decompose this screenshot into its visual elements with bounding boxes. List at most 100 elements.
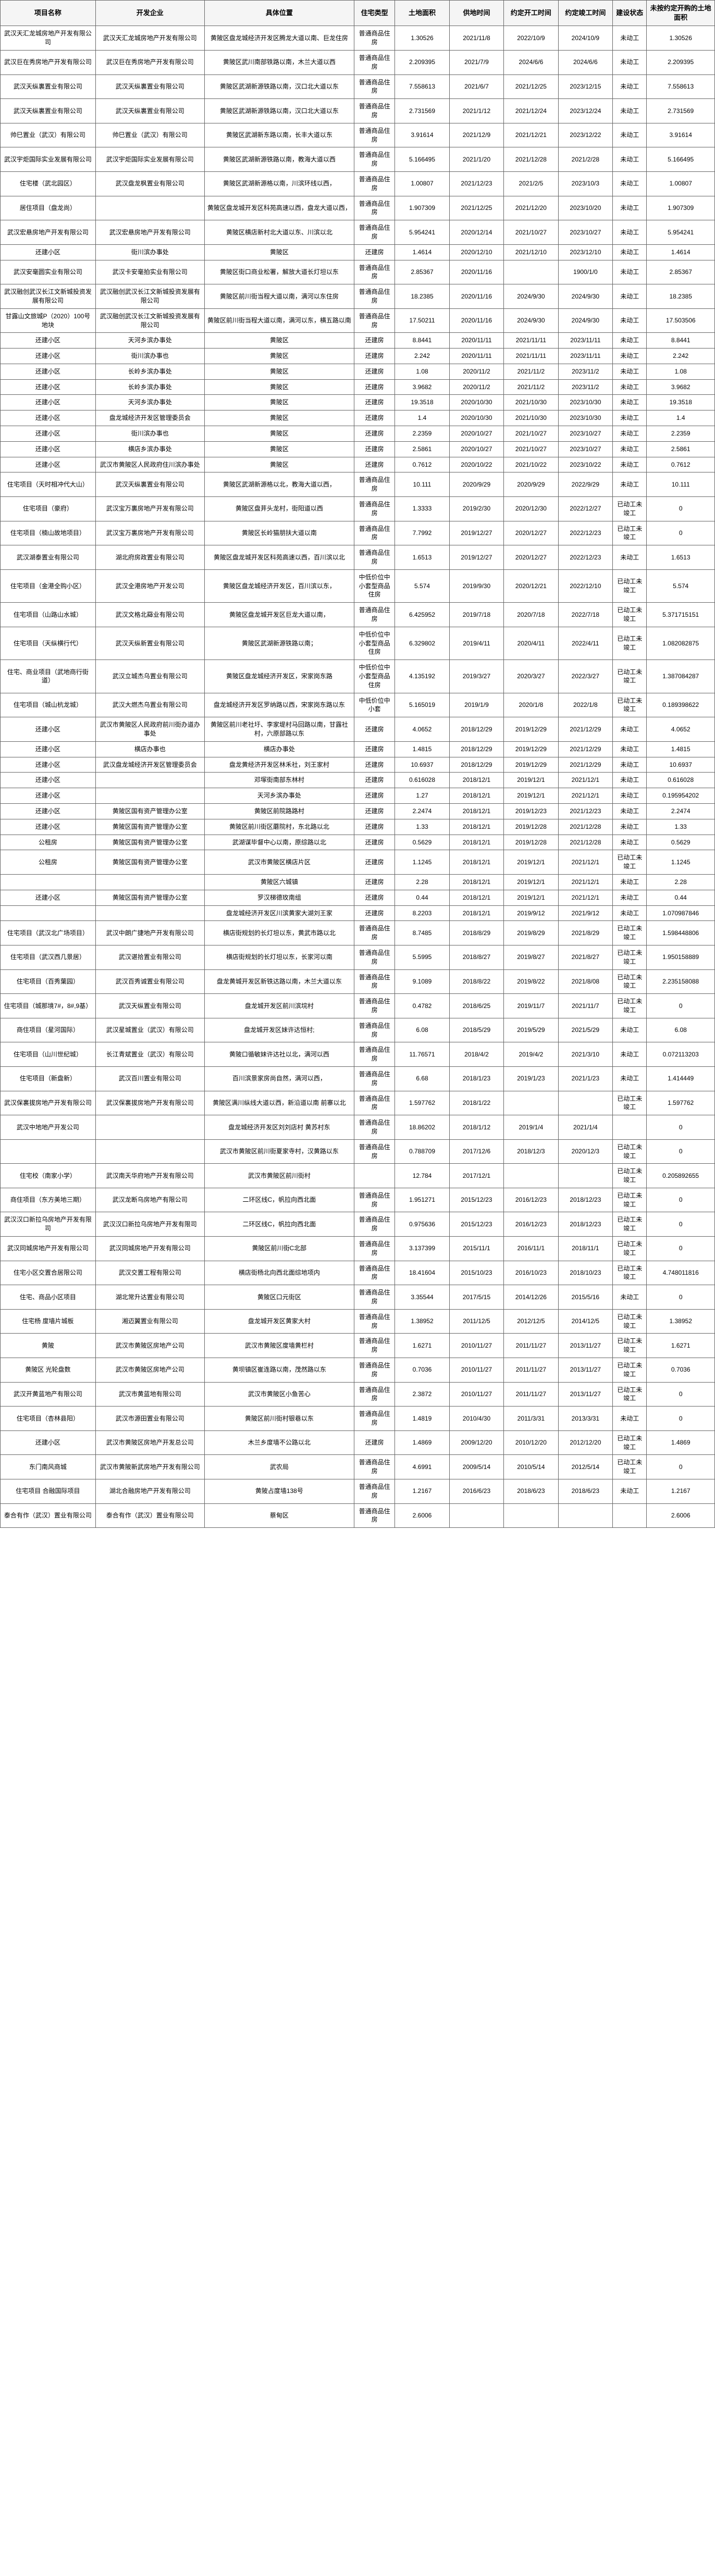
table-row: 武汉同城房地产开发有限公司武汉同城房地产开发有限公司黄陂区前川街C北部普通商品住… bbox=[1, 1237, 715, 1261]
table-cell: 还建房 bbox=[354, 244, 395, 260]
table-cell: 已动工未竣工 bbox=[613, 850, 647, 875]
table-cell: 2018/12/1 bbox=[449, 850, 503, 875]
table-cell: 未动工 bbox=[613, 196, 647, 220]
table-cell: 武汉宇炬国际实业发展有限公司 bbox=[1, 147, 96, 172]
table-cell: 5.166495 bbox=[395, 147, 449, 172]
table-cell: 0 bbox=[647, 1115, 715, 1140]
table-cell: 2020/10/27 bbox=[449, 426, 503, 442]
table-cell: 2019/11/7 bbox=[504, 994, 558, 1018]
table-cell: 2020/12/10 bbox=[449, 244, 503, 260]
table-cell: 2011/12/5 bbox=[449, 1309, 503, 1334]
table-cell: 普通商品住房 bbox=[354, 1115, 395, 1140]
table-row: 还建小区长岭乡滨办事处黄陂区还建房1.082020/11/22021/11/22… bbox=[1, 364, 715, 379]
table-row: 还建小区武汉盘龙城经济开发区管理委员会盘龙黄经济开发区林禾社，刘王家村还建房10… bbox=[1, 757, 715, 773]
table-cell: 2010/4/30 bbox=[449, 1407, 503, 1431]
table-cell: 0 bbox=[647, 1188, 715, 1212]
table-cell: 黄陂区前川街C北部 bbox=[204, 1237, 354, 1261]
table-cell: 1.907309 bbox=[395, 196, 449, 220]
table-cell: 帅巳置业（武汉）有限公司 bbox=[1, 123, 96, 147]
table-cell: 2021/11/2 bbox=[504, 379, 558, 395]
table-cell: 5.371715151 bbox=[647, 603, 715, 627]
col-remaining-area: 未按约定开购的土地面积 bbox=[647, 1, 715, 26]
table-cell: 未动工 bbox=[613, 220, 647, 245]
table-cell: 未动工 bbox=[613, 284, 647, 309]
table-cell: 2010/11/27 bbox=[449, 1358, 503, 1383]
table-cell: 2021/7/9 bbox=[449, 50, 503, 74]
table-cell: 10.6937 bbox=[395, 757, 449, 773]
table-cell: 已动工未竣工 bbox=[613, 1091, 647, 1115]
table-cell: 2021/8/27 bbox=[558, 945, 612, 969]
table-cell: 武汉大燃杰乌置业有限公司 bbox=[95, 693, 204, 717]
table-cell: 百川滨景家房尚自然，满河以西， bbox=[204, 1066, 354, 1091]
table-cell: 1.950158889 bbox=[647, 945, 715, 969]
table-cell: 11.76571 bbox=[395, 1042, 449, 1067]
table-cell: 普通商品住房 bbox=[354, 1139, 395, 1164]
table-cell: 未动工 bbox=[613, 457, 647, 472]
table-cell: 2018/12/29 bbox=[449, 757, 503, 773]
table-cell: 2019/1/4 bbox=[504, 1115, 558, 1140]
table-cell: 住宅项目（城山杭龙城） bbox=[1, 693, 96, 717]
table-cell: 2021/8/08 bbox=[558, 969, 612, 994]
table-cell: 0 bbox=[647, 1382, 715, 1407]
land-projects-table: 项目名称 开发企业 具体位置 住宅类型 土地面积 供地时间 约定开工时间 约定竣… bbox=[0, 0, 715, 1528]
table-cell: 黄陂区 bbox=[204, 426, 354, 442]
table-cell: 未动工 bbox=[613, 835, 647, 850]
table-cell: 1.598448806 bbox=[647, 921, 715, 945]
table-row: 黄陂武汉市黄陂区房地产公司武汉市黄陂区度墙黄栏村普通商品住房1.62712010… bbox=[1, 1334, 715, 1358]
table-cell: 2020/9/29 bbox=[504, 472, 558, 497]
table-cell bbox=[95, 773, 204, 788]
table-cell: 盘龙城经济开发区罗纳路以西，宋家岗东路以东 bbox=[204, 693, 354, 717]
table-cell: 黄陂区 bbox=[204, 410, 354, 426]
table-cell: 2019/1/23 bbox=[504, 1066, 558, 1091]
table-cell: 2019/3/27 bbox=[449, 660, 503, 693]
table-cell: 普通商品住房 bbox=[354, 74, 395, 99]
table-cell: 普通商品住房 bbox=[354, 921, 395, 945]
table-cell: 2020/11/2 bbox=[449, 379, 503, 395]
table-cell: 武汉市黄陂区度墙黄栏村 bbox=[204, 1334, 354, 1358]
header-row: 项目名称 开发企业 具体位置 住宅类型 土地面积 供地时间 约定开工时间 约定竣… bbox=[1, 1, 715, 26]
table-cell: 2019/12/1 bbox=[504, 773, 558, 788]
table-cell: 5.574 bbox=[647, 569, 715, 602]
table-cell: 2024/10/9 bbox=[558, 26, 612, 51]
table-cell: 2021/12/1 bbox=[558, 773, 612, 788]
table-cell: 武汉同城房地产开发有限公司 bbox=[95, 1237, 204, 1261]
table-cell: 1.30526 bbox=[395, 26, 449, 51]
table-cell: 盘龙城开发区前川滨垸村 bbox=[204, 994, 354, 1018]
table-cell: 普通商品住房 bbox=[354, 99, 395, 123]
table-cell bbox=[504, 1164, 558, 1188]
table-cell: 已动工未竣工 bbox=[613, 1309, 647, 1334]
table-cell: 还建房 bbox=[354, 874, 395, 890]
table-cell: 2021/12/29 bbox=[558, 741, 612, 757]
table-cell: 普通商品住房 bbox=[354, 521, 395, 545]
table-cell: 黄陂 bbox=[1, 1334, 96, 1358]
table-cell: 已动工未竣工 bbox=[613, 1212, 647, 1237]
table-row: 还建小区邓塚街南部东林村还建房0.6160282018/12/12019/12/… bbox=[1, 773, 715, 788]
table-cell: 住宅项目（金港全购小区） bbox=[1, 569, 96, 602]
table-cell: 2.28 bbox=[395, 874, 449, 890]
col-housing-type: 住宅类型 bbox=[354, 1, 395, 26]
table-row: 住宅项目（金港全购小区）武汉全港房地产开发公司黄陂区盘龙城经济开发区，百川滨以东… bbox=[1, 569, 715, 602]
table-cell: 2.2359 bbox=[395, 426, 449, 442]
table-row: 住宅项目（天纵横行代）武汉天纵新置业有限公司黄陂区武湖新源铁路以南；中低价位中小… bbox=[1, 627, 715, 659]
table-body: 武汉天汇龙城房地产开发有限公司武汉天汇龙城房地产开发有限公司黄陂区盘龙城经济开发… bbox=[1, 26, 715, 1528]
table-row: 还建小区街川滨办事处黄陂区还建房1.46142020/12/102021/12/… bbox=[1, 244, 715, 260]
table-row: 住宅项目 合融国际项目湖北合融房地产开发有限公司黄陂占度墙138号普通商品住房1… bbox=[1, 1479, 715, 1504]
table-cell: 武汉融创武汉长江文新城投资发展有限公司 bbox=[95, 308, 204, 333]
table-cell: 2020/12/27 bbox=[504, 521, 558, 545]
table-cell: 2.242 bbox=[647, 349, 715, 364]
table-cell: 黄陂区武湖新东路以南，长丰大道以东 bbox=[204, 123, 354, 147]
table-cell: 武汉市黄陂区房地产公司 bbox=[95, 1358, 204, 1383]
table-cell: 黄陂区盘龙城开发区科苑高速以西，百川滨以北 bbox=[204, 545, 354, 570]
table-row: 住宅楼（武北园区）武汉盘龙枫置业有限公司黄陂区武湖新源格以南，川滨环线以西，普通… bbox=[1, 171, 715, 196]
table-row: 武汉天纵裏置业有限公司武汉天纵裏置业有限公司黄陂区武湖新源铁路以南，汉口北大道以… bbox=[1, 74, 715, 99]
table-cell: 2021/12/28 bbox=[504, 147, 558, 172]
table-cell: 0 bbox=[647, 1139, 715, 1164]
table-cell: 未动工 bbox=[613, 1018, 647, 1042]
table-cell: 武汉保裏拔房地产开发有限公司 bbox=[1, 1091, 96, 1115]
table-cell: 武汉市黄蓝地有限公司 bbox=[95, 1382, 204, 1407]
table-cell: 2013/3/31 bbox=[558, 1407, 612, 1431]
table-cell: 黄陂区 bbox=[204, 244, 354, 260]
table-row: 居住项目（盘龙尚）黄陂区盘龙城开发区科苑高速以西，盘龙大道以西，普通商品住房1.… bbox=[1, 196, 715, 220]
table-cell: 1.2167 bbox=[647, 1479, 715, 1504]
table-cell: 2.731569 bbox=[647, 99, 715, 123]
